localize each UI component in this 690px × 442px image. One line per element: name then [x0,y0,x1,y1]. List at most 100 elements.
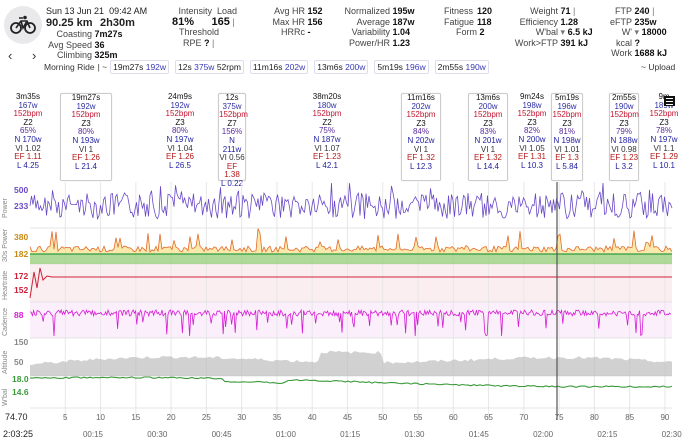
axis-name-4: Altitude [2,351,9,374]
axis-name-2: Heartrate [2,271,9,300]
time-tick-label: 00:15 [83,430,104,439]
interval-z: Z3 [81,118,91,128]
km-tick-label: 15 [131,413,140,422]
interval-w: 192w [76,101,96,111]
ride-interval-chip[interactable]: 5m19s 196w [374,60,429,74]
interval-vi: VI 1.01 [554,144,580,154]
interval-ef: EF 1.26 [165,152,194,162]
fitness-column: Fitness 120 Fatigue 118 Form 2 [444,6,492,38]
ride-name[interactable]: Morning Ride [44,62,95,72]
time-tick-label: 01:45 [469,430,490,439]
form-value: 2 [479,27,485,37]
interval-ef: EF 1.3 [555,153,579,163]
climbing-label: Climbing [56,50,92,60]
interval-z: Z2 [322,117,332,127]
interval-pct: 80% [171,126,188,136]
activity-chart[interactable]: 500 233 380 182 172 152 88 150 50 18.0 14.6 Power 30… [0,180,690,442]
cadence-series-line [29,308,672,337]
w-prime-label: W' [621,27,632,37]
w-prime-value: 18000 [641,27,667,37]
interval-n: N 201w [474,135,502,145]
interval-card[interactable]: 19m27s 192w 152bpm Z3 80% N 193w VI 1 EF 1.26 L … [60,93,112,181]
next-activity-chevron-icon[interactable]: › [32,48,37,63]
heartrate-column: Avg HR 152 Max HR 156 HRRc - [265,6,322,38]
wbal-series-line [30,376,673,388]
average-value: 187w [392,16,415,27]
km-tick-label: 40 [308,413,317,422]
interval-z: Z3 [416,118,426,128]
interval-card[interactable]: 9m24s 198w 152bpm Z3 82% N 200w VI 1.05 EF 1.31… [515,92,549,181]
km-tick-label: 35 [272,413,281,422]
axis-name-1: 30s Power [2,228,9,262]
ride-interval-chip[interactable]: 19m27s 192w [110,60,170,74]
interval-dur: 19m27s [71,93,101,102]
efficiency-value: 1.28 [560,16,579,27]
menu-icon[interactable] [664,96,675,106]
activity-chart-svg[interactable]: 500 233 380 182 172 152 88 150 50 18.0 14.6 Power 30… [0,180,690,442]
interval-dur: 5m19s [554,93,579,102]
form-label: Form [456,27,477,37]
load-value: 165 [211,15,230,28]
km-tick-label: 45 [343,413,352,422]
activity-time: 09:42 AM [109,6,148,16]
chip-cadence: 52rpm [214,62,241,72]
km-tick-label: 65 [484,413,493,422]
interval-dur: 12s [225,93,239,102]
interval-w: 375w [222,101,242,111]
interval-dur: 2m55s [611,93,636,102]
climbing-value: 325m [94,50,118,60]
interval-dur: 13m6s [475,93,500,102]
activity-header: ‹ › Sun 13 Jun 21 09:42 AM 90.25 km 2h30… [0,0,690,63]
interval-pct: 84% [412,127,429,137]
power30-max-label: 380 [14,232,28,242]
chip-duration: 12s [178,62,192,72]
power-max-label: 500 [14,185,28,195]
wbal-max-label: 18.0 [12,374,29,384]
wbal-label: W'bal [535,27,558,37]
km-tick-label: 80 [590,413,599,422]
ftp-column: FTP 240 | eFTP 235w W' ▾ 18000 kcal ? Wo… [610,6,668,58]
interval-card[interactable]: 13m6s 200w 152bpm Z3 83% N 201w VI 1 EF 1.32 L 1… [468,93,508,181]
hr-avg-label: 152 [14,285,28,295]
interval-w: 202w [411,101,431,111]
previous-activity-chevron-icon[interactable]: ‹ [8,48,13,63]
intensity-label: Intensity [178,6,212,16]
efficiency-column: Weight 71 | Efficiency 1.28 W'bal ▾ 6.5 … [506,6,593,48]
ride-interval-chip[interactable]: 11m16s 202w [249,60,309,74]
interval-pct: 81% [558,127,575,137]
fatigue-value: 118 [477,16,492,27]
interval-vi: VI 1.02 [15,143,41,153]
interval-card[interactable]: 12s 375w 152bpm Z7 156% N 211w VI 0.56 EF 1.38 L… [218,93,248,188]
upload-button[interactable]: ~ Upload [641,62,675,72]
interval-vi: VI 1 [480,144,496,154]
variability-label: Variability [351,27,390,37]
interval-hr: 152bpm [406,110,436,120]
interval-card[interactable]: 11m16s 202w 152bpm Z3 84% N 202w VI 1 EF 1.32 L … [401,93,441,181]
ride-interval-chip[interactable]: 2m55s 190w [434,60,489,74]
interval-card[interactable]: 24m9s 192w 152bpm Z3 80% N 197w VI 1.04 EF 1.26… [155,92,205,181]
interval-card[interactable]: 38m20s 180w 152bpm Z2 75% N 187w VI 1.07 EF 1.2… [282,92,372,181]
work-label: Work [611,48,632,58]
interval-n: N 200w [518,134,546,144]
ride-interval-chip[interactable]: 12s 375w 52rpm [175,60,244,74]
interval-card[interactable]: 5m19s 196w 152bpm Z3 81% N 198w VI 1.01 EF 1.3 L… [551,93,583,181]
heartrate-series-line [29,267,672,299]
interval-hr: 152bpm [517,109,547,119]
interval-card[interactable]: 3m35s 167w 152bpm Z2 65% N 170w VI 1.02 EF 1.11… [8,92,48,181]
ride-caret-icon[interactable]: | ~ [97,62,108,72]
interval-hr: 152bpm [71,110,101,120]
eftp-value: 235w [634,16,657,27]
ride-interval-chip[interactable]: 13m6s 200w [314,60,369,74]
interval-pct: 80% [77,127,94,137]
interval-hr: 152bpm [312,109,342,119]
wbal-value: 6.5 kJ [567,27,593,37]
time-tick-label: 02:15 [597,430,618,439]
fatigue-label: Fatigue [444,16,475,27]
interval-l: L 3.2 [615,161,633,171]
interval-card[interactable]: 2m55s 190w 152bpm Z3 79% N 188w VI 0.98 EF 1.23… [609,93,639,181]
interval-vi: VI 1.04 [167,143,193,153]
km-tick-label: 85 [625,413,634,422]
interval-vi: VI 0.98 [611,144,637,154]
interval-pct: 82% [523,126,540,136]
